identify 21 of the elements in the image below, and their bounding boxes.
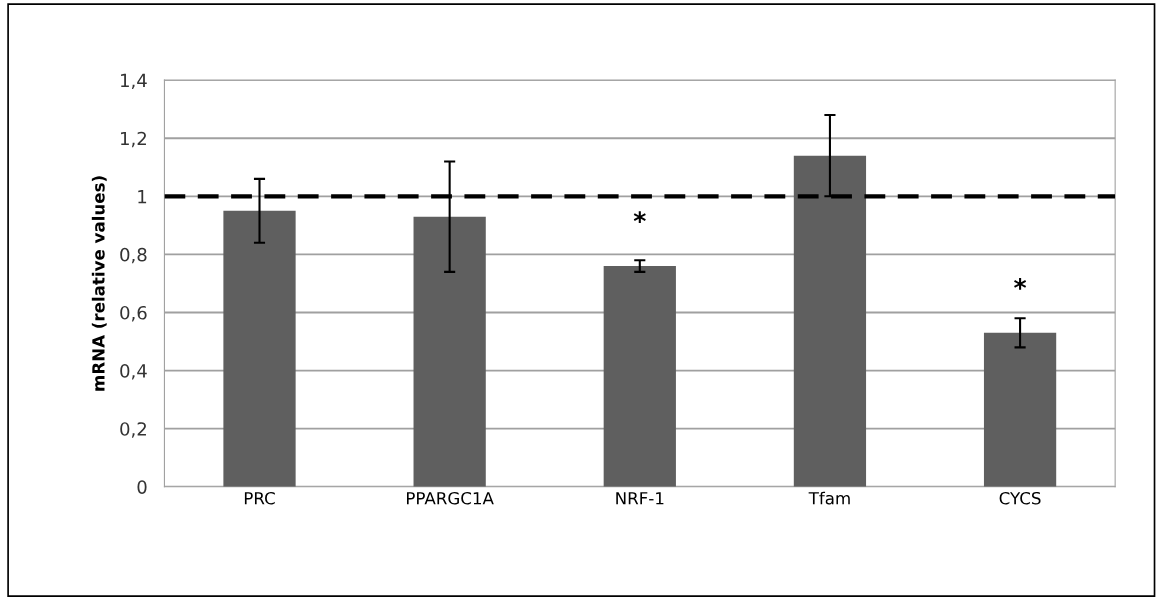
annotation: * xyxy=(1014,278,1027,290)
y-tick-label: 0,8 xyxy=(120,247,147,264)
x-tick-label: Tfam xyxy=(808,491,850,505)
y-tick-label: 1,2 xyxy=(121,131,146,148)
bar xyxy=(223,210,296,487)
bar xyxy=(413,216,486,487)
bar xyxy=(793,155,867,487)
y-tick-label: 0,2 xyxy=(120,422,146,438)
y-tick-label: 0 xyxy=(137,480,147,494)
x-tick-label: CYCS xyxy=(999,491,1041,505)
x-tick-label: PPARGC1A xyxy=(407,491,494,505)
bar xyxy=(983,332,1057,487)
annotation: * xyxy=(633,211,646,223)
y-tick-label: 1 xyxy=(138,190,147,204)
bar xyxy=(603,266,676,487)
x-tick-label: PRC xyxy=(244,491,275,505)
y-tick-label: 0,4 xyxy=(120,364,147,380)
y-tick-label: 1,4 xyxy=(121,73,147,90)
x-tick-label: NRF-1 xyxy=(616,492,664,505)
y-axis-title: mRNA (relative values) xyxy=(91,176,107,391)
y-tick-label: 0,6 xyxy=(120,305,147,322)
